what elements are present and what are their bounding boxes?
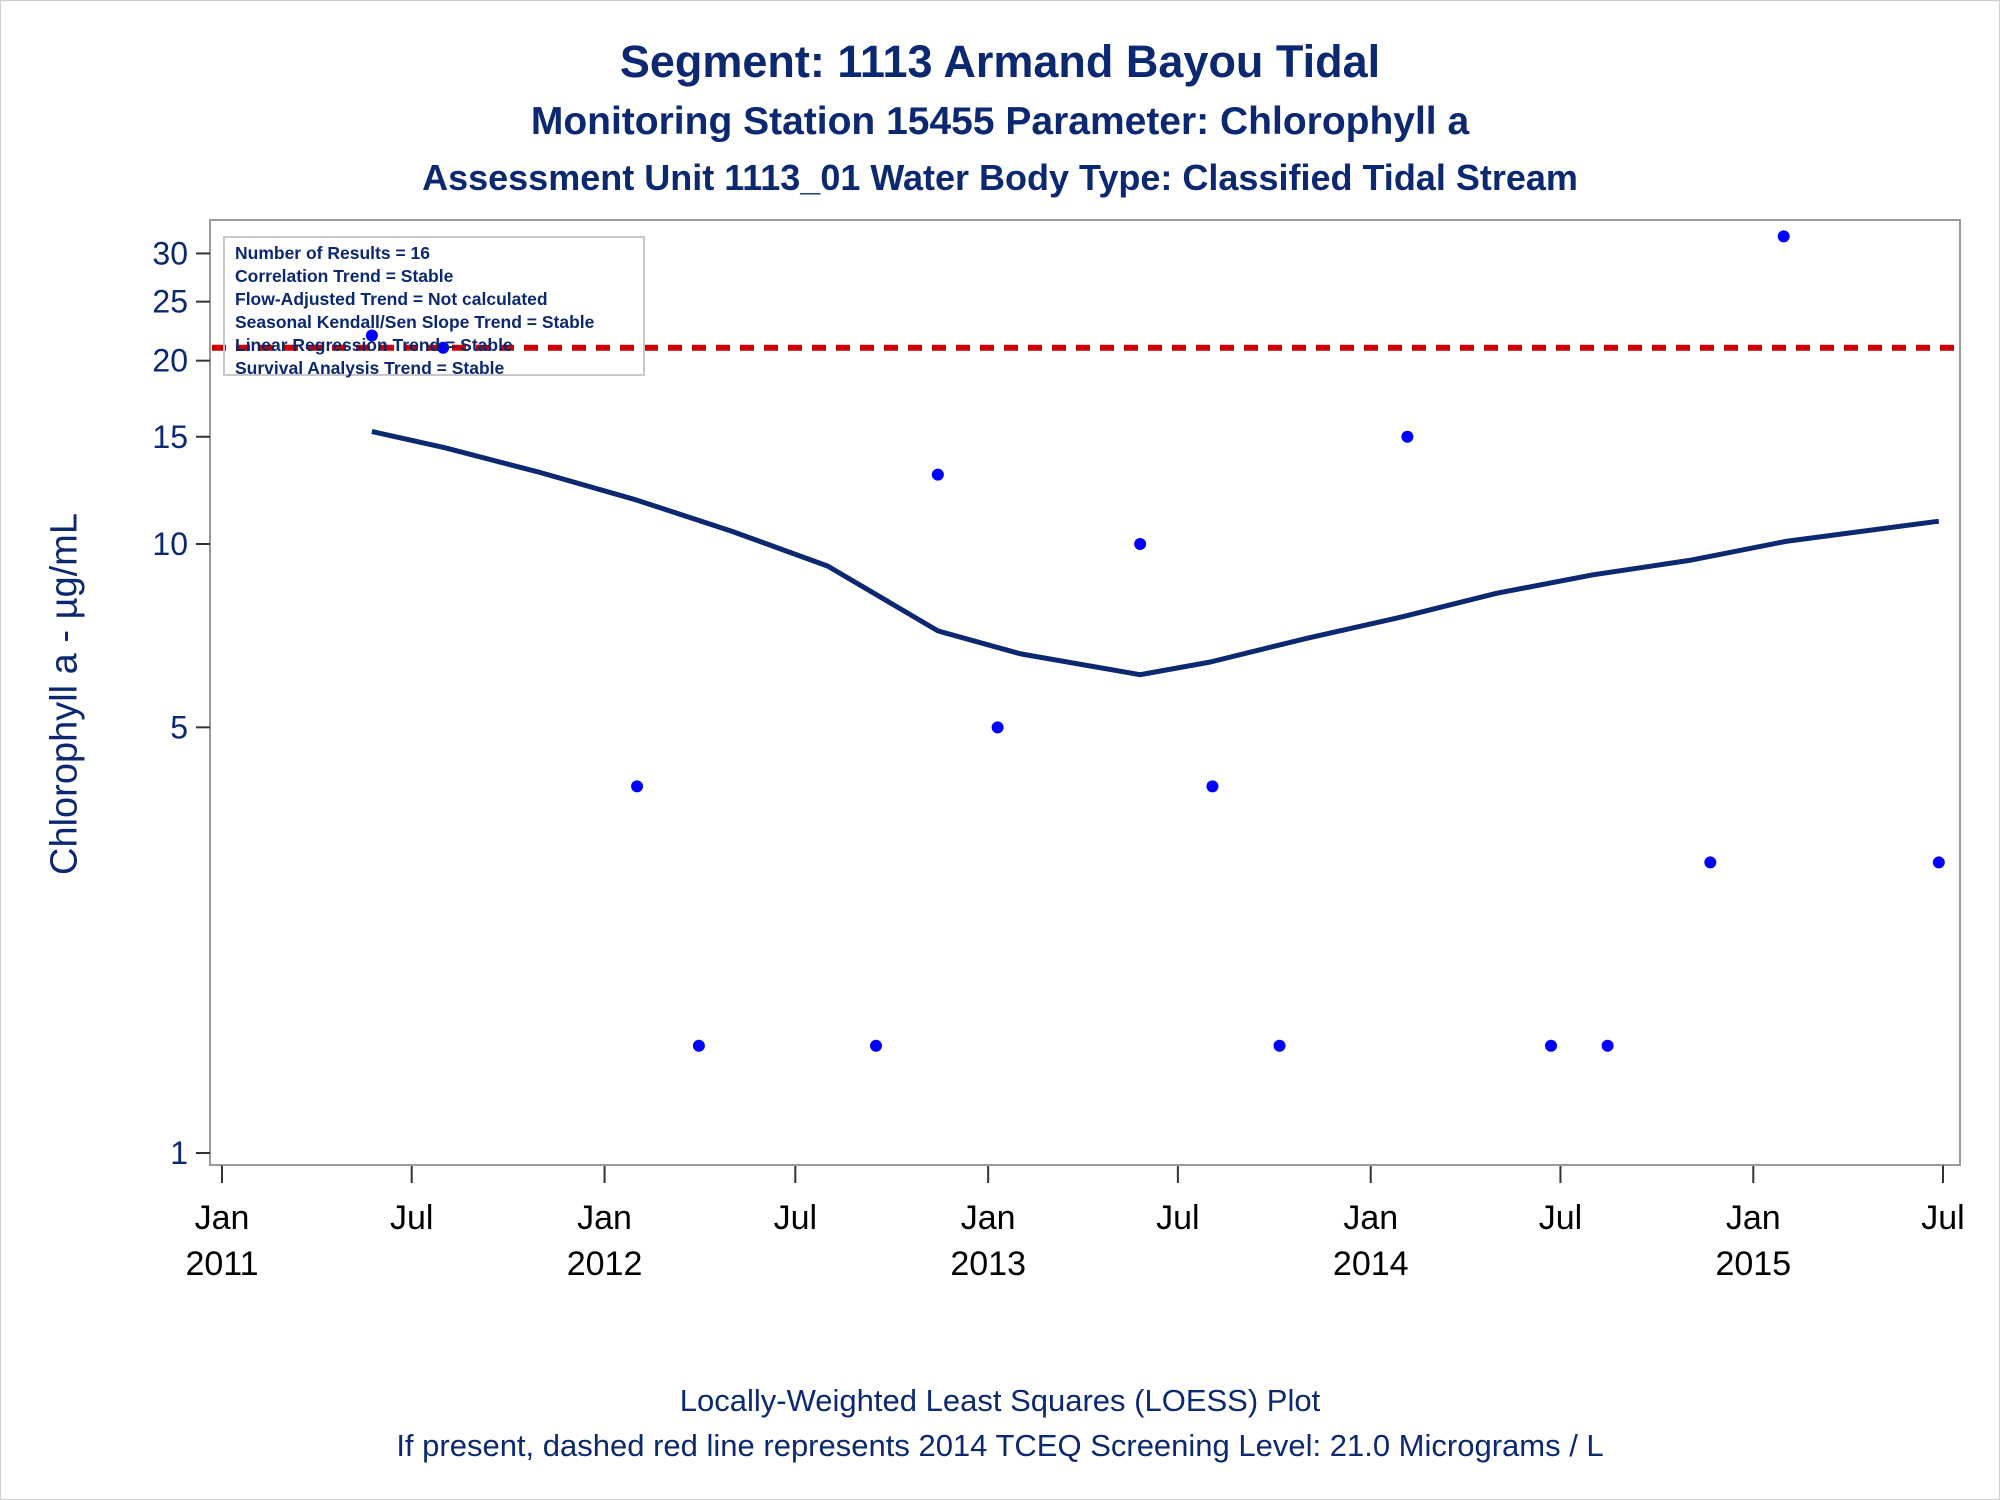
- y-tick-label-30: 30: [152, 235, 188, 271]
- trend-legend-box: Number of Results = 16 Correlation Trend…: [223, 236, 645, 378]
- data-point-11: [1545, 1039, 1558, 1052]
- y-tick-label-10: 10: [152, 526, 188, 562]
- x-tick-label-4: Jan: [961, 1199, 1016, 1237]
- footnote-screening-level: If present, dashed red line represents 2…: [396, 1428, 1604, 1463]
- x-tick-label-3: Jul: [774, 1199, 817, 1237]
- data-point-3: [692, 1039, 705, 1052]
- x-tick-label-1: Jul: [390, 1199, 433, 1237]
- x-tick-label-8: Jan: [1726, 1199, 1781, 1237]
- data-point-1: [437, 341, 450, 354]
- legend-line-survival-analysis: Survival Analysis Trend = Stable: [235, 358, 505, 378]
- data-point-12: [1601, 1039, 1614, 1052]
- legend-line-correlation: Correlation Trend = Stable: [235, 266, 454, 286]
- legend-line-results: Number of Results = 16: [235, 243, 430, 263]
- chart-subtitle-2: Assessment Unit 1113_01 Water Body Type:…: [422, 157, 1578, 198]
- legend-line-linear-regression: Linear Regression Trend = Stable: [235, 335, 513, 355]
- x-tick-year-label-4: 2013: [950, 1245, 1026, 1283]
- x-tick-label-9: Jul: [1921, 1199, 1964, 1237]
- legend-line-flow-adjusted: Flow-Adjusted Trend = Not calculated: [235, 289, 548, 309]
- y-tick-label-5: 5: [170, 709, 188, 745]
- x-tick-year-label-0: 2011: [185, 1245, 258, 1283]
- data-point-15: [1932, 856, 1945, 869]
- data-point-9: [1273, 1039, 1286, 1052]
- x-tick-label-0: Jan: [195, 1199, 250, 1237]
- x-tick-year-label-8: 2015: [1715, 1245, 1791, 1283]
- data-point-0: [365, 329, 378, 342]
- data-point-5: [931, 468, 944, 481]
- loess-trend-line: [371, 429, 1940, 678]
- x-tick-label-6: Jan: [1343, 1199, 1398, 1237]
- data-point-2: [631, 780, 644, 793]
- x-tick-label-5: Jul: [1156, 1199, 1199, 1237]
- data-point-6: [991, 721, 1004, 734]
- y-tick-label-15: 15: [152, 419, 188, 455]
- y-tick-label-20: 20: [152, 343, 188, 379]
- data-point-10: [1401, 430, 1414, 443]
- y-tick-label-25: 25: [152, 284, 188, 320]
- data-point-4: [870, 1039, 883, 1052]
- data-point-8: [1206, 780, 1219, 793]
- legend-line-seasonal-kendall: Seasonal Kendall/Sen Slope Trend = Stabl…: [235, 312, 595, 332]
- data-point-14: [1777, 230, 1790, 243]
- chart-subtitle: Monitoring Station 15455 Parameter: Chlo…: [530, 100, 1470, 143]
- x-tick-label-2: Jan: [577, 1199, 632, 1237]
- y-tick-label-1: 1: [170, 1135, 188, 1171]
- data-point-7: [1134, 538, 1147, 550]
- data-point-13: [1704, 856, 1717, 869]
- x-tick-year-label-6: 2014: [1333, 1245, 1409, 1283]
- chart-title: Segment: 1113 Armand Bayou Tidal: [619, 36, 1381, 87]
- x-tick-label-7: Jul: [1539, 1199, 1582, 1237]
- x-tick-year-label-2: 2012: [567, 1245, 643, 1283]
- footnote-loess: Locally-Weighted Least Squares (LOESS) P…: [679, 1383, 1321, 1418]
